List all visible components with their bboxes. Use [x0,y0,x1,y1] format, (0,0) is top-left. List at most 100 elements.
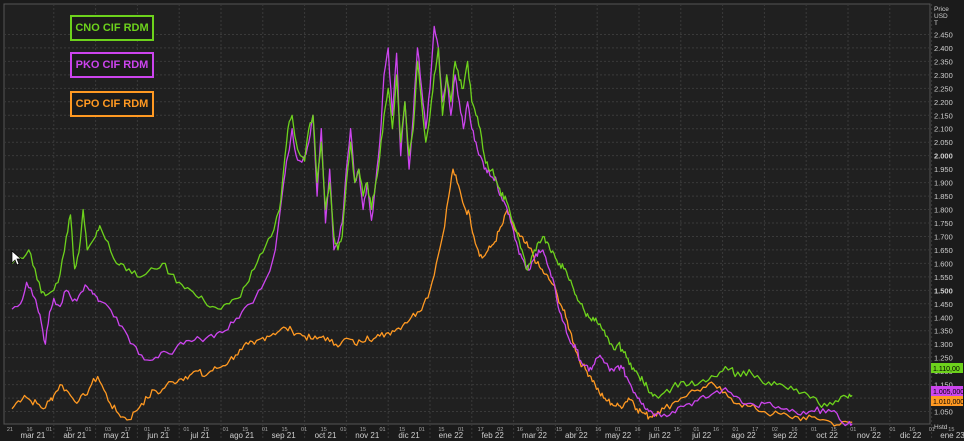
x-day-tick-label: 21 [7,427,13,433]
x-month-label: ago 22 [731,431,756,440]
x-day-tick-label: 15 [203,427,209,433]
y-tick-label: 2.450 [934,30,953,39]
x-day-tick-label: 15 [281,427,287,433]
x-month-label: ene 23 [940,431,964,440]
x-month-label: sep 22 [773,431,798,440]
y-tick-label: 2.300 [934,71,953,80]
x-day-tick-label: 01 [850,427,856,433]
y-tick-label: 1.600 [934,259,953,268]
x-month-label: nov 21 [355,431,380,440]
y-tick-label: 1.400 [934,313,953,322]
x-day-tick-label: 02 [772,427,778,433]
x-day-tick-label: 01 [85,427,91,433]
y-tick-label: 2.100 [934,125,953,134]
x-day-tick-label: 15 [831,427,837,433]
x-day-tick-label: 01 [144,427,150,433]
series-line-0 [11,47,853,409]
x-month-label: nov 22 [857,431,882,440]
x-day-tick-label: 15 [556,427,562,433]
y-tick-label: 2.150 [934,111,953,120]
x-day-tick-label: 17 [478,427,484,433]
y-tick-label: 1.900 [934,179,953,188]
y-tick-label: 2.350 [934,57,953,66]
last-value-badge [931,363,963,373]
x-day-tick-label: 15 [66,427,72,433]
legend-cpo: CPO CIF RDM [70,91,154,117]
legend-pko: PKO CIF RDM [70,52,154,78]
last-value-badge [931,396,963,406]
x-month-label: oct 21 [315,431,337,440]
axis-footer: Hstd [934,424,948,431]
x-month-label: oct 22 [816,431,838,440]
x-day-tick-label: 01 [615,427,621,433]
x-month-label: dic 21 [398,431,420,440]
last-value-label: 1.010,000 [933,399,964,406]
x-day-tick-label: 16 [713,427,719,433]
x-month-label: feb 22 [482,431,505,440]
x-day-tick-label: 01 [340,427,346,433]
x-day-tick-label: 16 [870,427,876,433]
y-tick-label: 1.150 [934,381,953,390]
x-day-tick-label: 01 [889,427,895,433]
x-month-label: ene 22 [439,431,464,440]
y-tick-label: 1.800 [934,206,953,215]
legend-cno-label: CNO CIF RDM [75,22,149,34]
x-day-tick-label: 01 [693,427,699,433]
last-value-label: 1.005,000 [933,389,964,396]
series-line-2 [11,168,853,427]
x-day-tick-label: 01 [46,427,52,433]
x-month-label: jul 22 [691,431,712,440]
x-month-label: may 21 [103,431,130,440]
x-day-tick-label: 15 [164,427,170,433]
y-tick-label: 1.300 [934,340,953,349]
x-day-tick-label: 01 [654,427,660,433]
x-day-tick-label: 16 [909,427,915,433]
x-day-tick-label: 16 [517,427,523,433]
x-day-tick-label: 01 [223,427,229,433]
y-unit-label: Price [934,6,949,13]
x-month-label: abr 22 [565,431,588,440]
x-month-label: sep 21 [272,431,297,440]
y-tick-label: 1.050 [934,408,953,417]
x-month-label: may 22 [605,431,632,440]
x-month-label: mar 21 [20,431,45,440]
y-tick-label: 2.000 [934,152,953,161]
x-day-tick-label: 01 [811,427,817,433]
y-tick-label: 1.550 [934,273,953,282]
y-tick-label: 1.500 [934,286,953,295]
last-value-badge [931,386,963,396]
y-tick-label: 1.450 [934,300,953,309]
x-month-label: jun 22 [648,431,671,440]
x-day-tick-label: 01 [183,427,189,433]
legend-cpo-label: CPO CIF RDM [75,98,149,110]
x-month-label: ago 21 [230,431,255,440]
y-tick-label: 1.950 [934,165,953,174]
y-tick-label: 2.200 [934,98,953,107]
x-month-label: abr 21 [63,431,86,440]
x-day-tick-label: 15 [242,427,248,433]
x-month-label: mar 22 [522,431,547,440]
mouse-cursor-icon [11,250,22,266]
x-day-tick-label: 16 [26,427,32,433]
x-day-tick-label: 01 [929,427,935,433]
y-tick-label: 1.650 [934,246,953,255]
y-tick-label: 1.700 [934,232,953,241]
y-unit-label: T [934,20,938,27]
x-day-tick-label: 01 [301,427,307,433]
x-day-tick-label: 16 [791,427,797,433]
y-tick-label: 2.400 [934,44,953,53]
x-day-tick-label: 15 [360,427,366,433]
x-day-tick-label: 01 [380,427,386,433]
x-day-tick-label: 15 [399,427,405,433]
last-value-label: 1.110,00 [933,366,960,373]
y-tick-label: 2.250 [934,84,953,93]
y-tick-label: 1.250 [934,354,953,363]
x-day-tick-label: 01 [262,427,268,433]
x-day-tick-label: 02 [497,427,503,433]
x-month-label: dic 22 [900,431,922,440]
x-day-tick-label: 15 [948,427,954,433]
x-day-tick-label: 01 [458,427,464,433]
x-month-label: jul 21 [190,431,211,440]
legend-pko-label: PKO CIF RDM [75,59,149,71]
